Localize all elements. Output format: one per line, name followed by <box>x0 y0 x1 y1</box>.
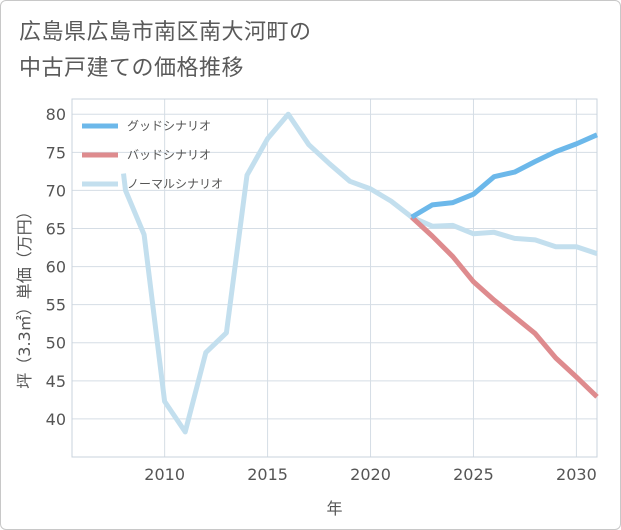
y-tick-label: 70 <box>46 181 66 200</box>
x-tick-label: 2025 <box>453 465 494 484</box>
y-tick-label: 75 <box>46 143 66 162</box>
chart-title-line2: 中古戸建ての価格推移 <box>19 56 245 81</box>
chart-title: 広島県広島市南区南大河町の 中古戸建ての価格推移 <box>19 15 459 87</box>
plot-area <box>72 99 597 457</box>
legend-label-good: グッドシナリオ <box>127 119 211 133</box>
x-tick-label: 2030 <box>556 465 597 484</box>
x-tick-label: 2010 <box>144 465 185 484</box>
series-line-bad <box>410 215 599 399</box>
x-axis-title: 年 <box>326 499 342 518</box>
y-tick-label: 80 <box>46 105 66 124</box>
series-line-normal <box>121 111 598 435</box>
y-axis-title: 坪（3.3㎡）単価（万円） <box>15 203 34 388</box>
series-line-good <box>410 132 599 220</box>
plot-border <box>71 98 598 458</box>
y-tick-label: 55 <box>46 296 66 315</box>
legend-label-normal: ノーマルシナリオ <box>127 177 223 191</box>
x-tick-label: 2015 <box>247 465 288 484</box>
x-tick-label: 2020 <box>350 465 391 484</box>
y-tick-label: 45 <box>46 372 66 391</box>
y-tick-label: 50 <box>46 334 66 353</box>
y-tick-label: 65 <box>46 219 66 238</box>
y-tick-label: 60 <box>46 258 66 277</box>
legend-label-bad: バッドシナリオ <box>127 148 211 162</box>
chart-title-line1: 広島県広島市南区南大河町の <box>19 20 312 45</box>
y-tick-label: 40 <box>46 410 66 429</box>
